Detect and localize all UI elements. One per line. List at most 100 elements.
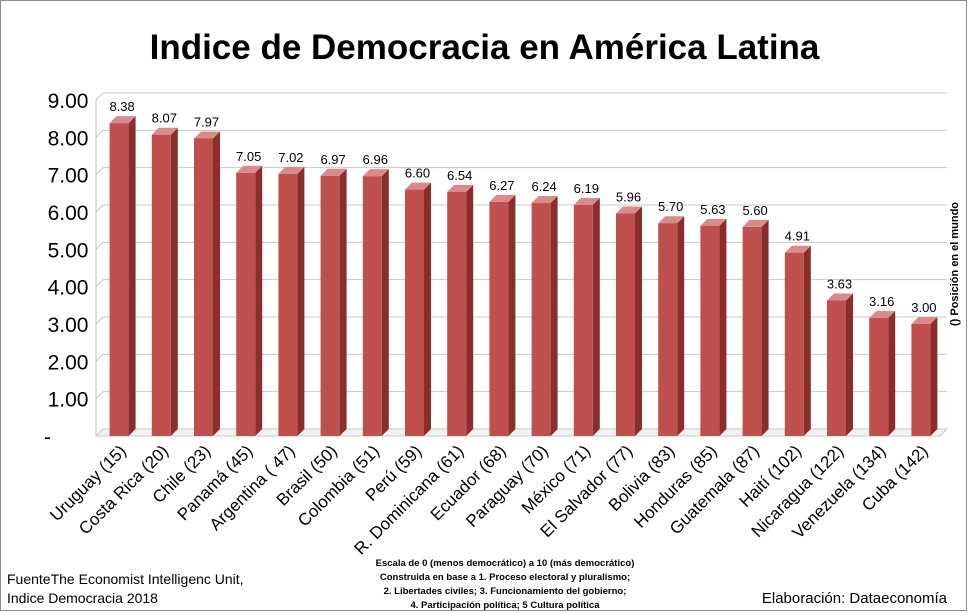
data-label: 6.27 <box>489 178 514 193</box>
data-label: 7.97 <box>194 114 219 129</box>
y-tick-label: - <box>44 426 51 449</box>
bar-top <box>531 196 558 204</box>
bar-side <box>255 165 263 437</box>
data-label: 3.16 <box>869 294 894 309</box>
y-tick-label: 4.00 <box>48 277 89 300</box>
bar-side <box>761 219 769 436</box>
chart-title: Indice de Democracia en América Latina <box>149 28 820 67</box>
scale-note-line: Escala de 0 (menos democrático) a 10 (má… <box>375 558 635 569</box>
chart-floor <box>94 428 949 437</box>
bar <box>531 203 551 436</box>
data-label: 6.54 <box>447 168 472 183</box>
gridline-depth <box>95 129 104 138</box>
source-line: Indice Democracia 2018 <box>7 590 158 606</box>
bar-side <box>635 206 642 436</box>
bar <box>784 252 804 436</box>
bar-side <box>424 182 431 436</box>
bar-top <box>194 131 220 139</box>
bar <box>151 134 171 436</box>
data-label: 4.91 <box>785 229 810 244</box>
bar <box>278 173 298 437</box>
scale-note-line: 4. Participación política; 5 Cultura pol… <box>410 600 600 611</box>
data-label: 7.02 <box>278 150 303 165</box>
bar <box>489 201 509 436</box>
bar-top <box>489 194 516 202</box>
bar <box>362 176 382 436</box>
bar <box>911 324 931 436</box>
bar-top <box>109 116 136 124</box>
bar-top <box>151 127 178 135</box>
bar <box>742 226 762 436</box>
scale-notes: Escala de 0 (menos democrático) a 10 (má… <box>315 557 695 613</box>
bar-side <box>930 317 938 436</box>
bar-side <box>719 218 727 436</box>
bar <box>658 223 678 436</box>
y-tick-label: 5.00 <box>48 239 89 262</box>
data-label: 8.38 <box>109 99 134 114</box>
bar <box>447 191 467 436</box>
data-label: 5.96 <box>616 189 641 204</box>
bar-side <box>170 127 178 436</box>
gridline-depth <box>95 428 104 437</box>
gridline-depth <box>95 316 104 325</box>
y-tick-label: 6.00 <box>48 202 89 225</box>
data-label: 3.63 <box>827 276 852 291</box>
bar <box>405 189 424 436</box>
gridline-depth <box>95 279 104 288</box>
data-label: 5.60 <box>742 203 767 218</box>
y-tick-label: 7.00 <box>48 165 89 188</box>
bar <box>109 123 129 436</box>
bar-top <box>742 219 769 227</box>
bar-side <box>381 169 389 436</box>
y-tick-label: 3.00 <box>48 314 89 337</box>
gridline-depth <box>95 353 104 362</box>
bar-side <box>846 293 853 436</box>
bar <box>320 175 340 436</box>
bar-side <box>339 168 347 436</box>
bar <box>236 172 256 437</box>
bar <box>573 204 593 436</box>
bar-top <box>869 311 896 319</box>
scale-note-line: 2. Libertades civiles; 3. Funcionamiento… <box>383 586 627 597</box>
bar-top <box>405 182 431 190</box>
bar-top <box>911 317 938 324</box>
data-label: 6.60 <box>405 166 430 181</box>
y-tick-label: 9.00 <box>48 90 89 113</box>
data-label: 6.97 <box>320 152 345 167</box>
bar-side <box>466 184 474 436</box>
scale-note-line: Construida en base a 1. Proceso electora… <box>379 572 631 583</box>
source-line: FuenteThe Economist Intelligenc Unit, <box>7 571 244 587</box>
bar-top <box>278 166 305 174</box>
bar-side <box>888 311 896 436</box>
bar-side <box>213 131 220 436</box>
data-label: 8.07 <box>152 111 177 126</box>
bar <box>194 138 213 436</box>
bar-side <box>550 196 558 436</box>
bar <box>700 225 720 436</box>
bar-top <box>320 168 347 176</box>
bar <box>827 300 846 436</box>
bar-side <box>803 245 811 436</box>
gridline-depth <box>95 204 104 213</box>
data-label: 5.70 <box>658 199 683 214</box>
bar-top <box>658 216 685 224</box>
bar <box>869 318 889 436</box>
bar-top <box>616 206 642 214</box>
y-tick-label: 2.00 <box>48 351 89 374</box>
data-label: 6.24 <box>531 179 556 194</box>
y-tick-label: 1.00 <box>48 389 89 412</box>
bar-top <box>784 245 811 253</box>
bar-side <box>128 116 136 436</box>
elaboration-credit: Elaboración: Dataeconomía <box>761 590 947 607</box>
gridline-depth <box>95 391 104 400</box>
bar-side <box>297 166 305 437</box>
data-label: 7.05 <box>236 149 261 164</box>
bar-top <box>447 184 474 192</box>
bar-top <box>573 197 600 205</box>
source-text: FuenteThe Economist Intelligenc Unit, In… <box>7 570 244 608</box>
bar-top <box>362 169 389 177</box>
y-tick-label: 8.00 <box>48 127 89 150</box>
gridline-depth <box>95 167 104 176</box>
data-label: 5.63 <box>700 202 725 217</box>
bar-top <box>827 293 853 301</box>
